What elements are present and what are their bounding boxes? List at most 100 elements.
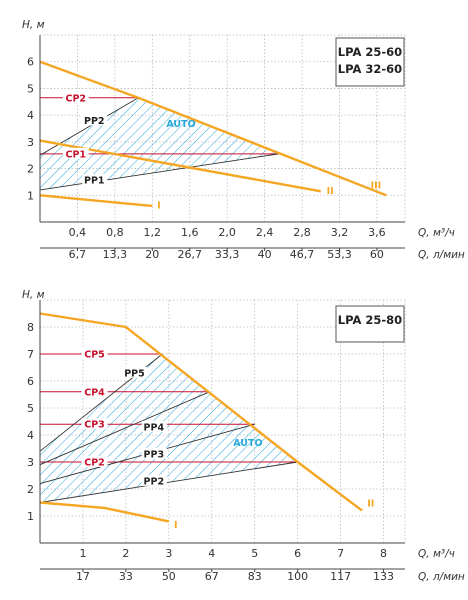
pp-line-pp2 — [39, 97, 139, 156]
x-tick-label-lmin: 33,3 — [215, 248, 240, 261]
x-tick-label-lmin: 53,3 — [327, 248, 352, 261]
pp-label: PP1 — [84, 176, 105, 187]
y-tick-label: 4 — [27, 109, 34, 122]
cp-label-bg — [81, 348, 108, 359]
x-tick-label-lmin: 40 — [258, 248, 272, 261]
y-tick-label: 5 — [27, 82, 34, 95]
cp-label: CP2 — [84, 458, 105, 469]
x-tick-label-lmin: 100 — [287, 570, 308, 583]
cp-label: CP1 — [65, 149, 86, 160]
y-axis-title: H, м — [22, 289, 45, 301]
x-tick-label-m3h: 3 — [165, 547, 172, 560]
cp-label-bg — [81, 456, 108, 467]
auto-label: AUTO — [233, 438, 262, 449]
pp-label-bg — [82, 114, 108, 126]
pp-label-bg — [82, 174, 108, 186]
y-tick-label: 8 — [27, 321, 34, 334]
pump-curve-iii — [39, 60, 387, 197]
model-box — [335, 305, 405, 343]
y-tick-label: 3 — [27, 136, 34, 149]
pump-curve-i — [39, 194, 153, 208]
y-tick-label: 6 — [27, 56, 34, 69]
x-tick-label-lmin: 46,7 — [290, 248, 315, 261]
y-tick-label: 6 — [27, 375, 34, 388]
pump-curve-ii — [39, 312, 363, 512]
x-axis-title-m3h: Q, м³/ч — [418, 227, 455, 239]
pump-curve-label: I — [157, 201, 161, 212]
x-tick-label-lmin: 50 — [162, 570, 176, 583]
pp-line-pp4 — [39, 391, 210, 466]
x-tick-label-m3h: 7 — [337, 547, 344, 560]
chart-2: IIICP2CP3CP4CP5PP2PP3PP4PP5AUTO12345678H… — [22, 289, 465, 583]
model-name: LPA 25-60 — [338, 45, 402, 59]
y-tick-label: 1 — [27, 510, 34, 523]
pp-label: PP3 — [144, 449, 165, 460]
x-tick-label-m3h: 2,8 — [293, 226, 311, 239]
y-tick-label: 3 — [27, 456, 34, 469]
pump-curve-label: II — [327, 186, 334, 197]
pp-label-bg — [141, 474, 167, 486]
cp-label-bg — [62, 91, 89, 103]
y-tick-label: 2 — [27, 163, 34, 176]
cp-label: CP2 — [65, 93, 86, 104]
model-name: LPA 32-60 — [338, 62, 402, 76]
pump-curve-i — [39, 501, 170, 523]
x-tick-label-lmin: 6,7 — [69, 248, 87, 261]
cp-label: CP5 — [84, 350, 105, 361]
cp-label-bg — [81, 418, 108, 430]
pp-label: PP5 — [124, 368, 145, 379]
model-box — [335, 37, 405, 87]
auto-label: AUTO — [166, 119, 195, 130]
x-tick-label-m3h: 1 — [79, 547, 86, 560]
y-tick-label: 4 — [27, 429, 34, 442]
x-tick-label-m3h: 5 — [251, 547, 258, 560]
x-tick-label-lmin: 33 — [119, 570, 133, 583]
x-tick-label-lmin: 20 — [145, 248, 159, 261]
x-tick-label-lmin: 60 — [370, 248, 384, 261]
cp-label-bg — [62, 147, 89, 159]
x-tick-label-lmin: 13,3 — [103, 248, 128, 261]
cp-label: CP3 — [84, 420, 105, 431]
x-tick-label-lmin: 133 — [373, 570, 394, 583]
x-tick-label-m3h: 0,8 — [106, 226, 124, 239]
pp-label-bg — [141, 447, 167, 459]
x-tick-label-lmin: 67 — [205, 570, 219, 583]
pump-curve-label: I — [174, 520, 178, 531]
x-axis-title-lmin: Q, л/мин — [418, 571, 465, 583]
cp-label: CP4 — [84, 387, 105, 398]
x-tick-label-lmin: 117 — [330, 570, 351, 583]
y-axis-title: H, м — [22, 19, 45, 31]
x-tick-label-lmin: 83 — [248, 570, 262, 583]
x-tick-label-m3h: 2,0 — [218, 226, 236, 239]
pp-label-bg — [141, 420, 167, 432]
x-tick-label-m3h: 1,6 — [181, 226, 199, 239]
pp-line-pp1 — [39, 153, 279, 191]
pp-line-pp2 — [39, 461, 298, 503]
pp-label-bg — [122, 366, 148, 378]
pp-label: PP4 — [144, 422, 165, 433]
y-tick-label: 5 — [27, 402, 34, 415]
pp-label: PP2 — [144, 476, 165, 487]
x-tick-label-lmin: 17 — [76, 570, 90, 583]
x-tick-label-m3h: 1,2 — [144, 226, 162, 239]
pp-label: PP2 — [84, 116, 105, 127]
cp-label-bg — [81, 385, 108, 397]
x-tick-label-m3h: 3,2 — [331, 226, 349, 239]
pump-curve-label: II — [367, 499, 374, 510]
model-name: LPA 25-80 — [338, 313, 402, 327]
x-tick-label-m3h: 8 — [380, 547, 387, 560]
y-tick-label: 2 — [27, 483, 34, 496]
x-tick-label-m3h: 4 — [208, 547, 215, 560]
y-tick-label: 1 — [27, 189, 34, 202]
x-axis-title-lmin: Q, л/мин — [418, 249, 465, 261]
x-axis-title-m3h: Q, м³/ч — [418, 548, 455, 560]
y-tick-label: 7 — [27, 348, 34, 361]
x-tick-label-m3h: 0,4 — [69, 226, 87, 239]
x-tick-label-m3h: 2 — [122, 547, 129, 560]
x-tick-label-m3h: 3,6 — [368, 226, 386, 239]
x-tick-label-m3h: 6 — [294, 547, 301, 560]
x-tick-label-m3h: 2,4 — [256, 226, 274, 239]
pump-curve-label: III — [371, 181, 382, 192]
